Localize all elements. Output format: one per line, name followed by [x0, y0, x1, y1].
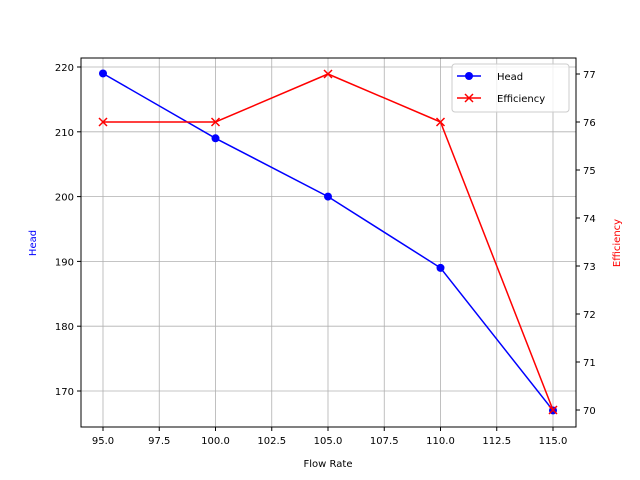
y-tick-label: 200	[55, 193, 74, 204]
y-tick-label: 190	[55, 257, 74, 268]
x-axis-label: Flow Rate	[304, 459, 353, 470]
y2-axis-label: Efficiency	[612, 219, 623, 267]
y-axis-label: Head	[28, 230, 39, 256]
x-axis-ticks: 95.0 97.5 100.0 102.5 105.0 107.5 110.0 112.5 11…	[92, 427, 567, 447]
x-tick-label: 100.0	[201, 436, 230, 447]
data-point	[323, 69, 333, 79]
data-point	[211, 134, 220, 143]
legend-box	[451, 63, 570, 113]
legend-label-head: Head	[497, 72, 523, 83]
x-tick-label: 95.0	[92, 436, 114, 447]
data-point	[98, 117, 108, 127]
data-point	[210, 117, 221, 127]
x-tick-label: 102.5	[257, 436, 286, 447]
data-point	[436, 263, 445, 272]
x-tick-label: 115.0	[539, 436, 568, 447]
y-tick-label: 220	[55, 63, 74, 74]
y-tick-label: 210	[55, 128, 74, 139]
y-tick-label: 180	[55, 322, 74, 333]
grid-lines	[81, 58, 576, 427]
data-point	[99, 69, 107, 78]
x-marker-icon	[464, 93, 474, 103]
y2-axis-ticks: 70 71 72 73 74 75 76 77	[576, 70, 596, 417]
x-tick-label: 107.5	[370, 436, 399, 447]
data-point	[324, 192, 332, 201]
y2-tick-label: 72	[583, 310, 596, 321]
y2-tick-label: 77	[583, 70, 596, 81]
data-series	[98, 69, 558, 415]
y2-tick-label: 70	[583, 406, 596, 417]
circle-marker-icon	[465, 72, 473, 80]
data-point	[435, 117, 446, 127]
y-axis-ticks: 170 180 190 200 210 220	[55, 63, 81, 398]
plot-frame	[80, 57, 577, 428]
y2-tick-label: 71	[583, 358, 596, 369]
y2-tick-label: 74	[583, 214, 596, 225]
y2-tick-label: 75	[583, 166, 596, 177]
y2-tick-label: 76	[583, 118, 596, 129]
legend: Head Efficiency	[451, 63, 570, 113]
data-point	[548, 405, 558, 415]
x-tick-label: 105.0	[314, 436, 343, 447]
legend-label-efficiency: Efficiency	[497, 94, 545, 105]
y2-tick-label: 73	[583, 262, 596, 273]
x-tick-label: 110.0	[426, 436, 455, 447]
x-tick-label: 97.5	[148, 436, 170, 447]
x-tick-label: 112.5	[482, 436, 511, 447]
y-tick-label: 170	[55, 387, 74, 398]
